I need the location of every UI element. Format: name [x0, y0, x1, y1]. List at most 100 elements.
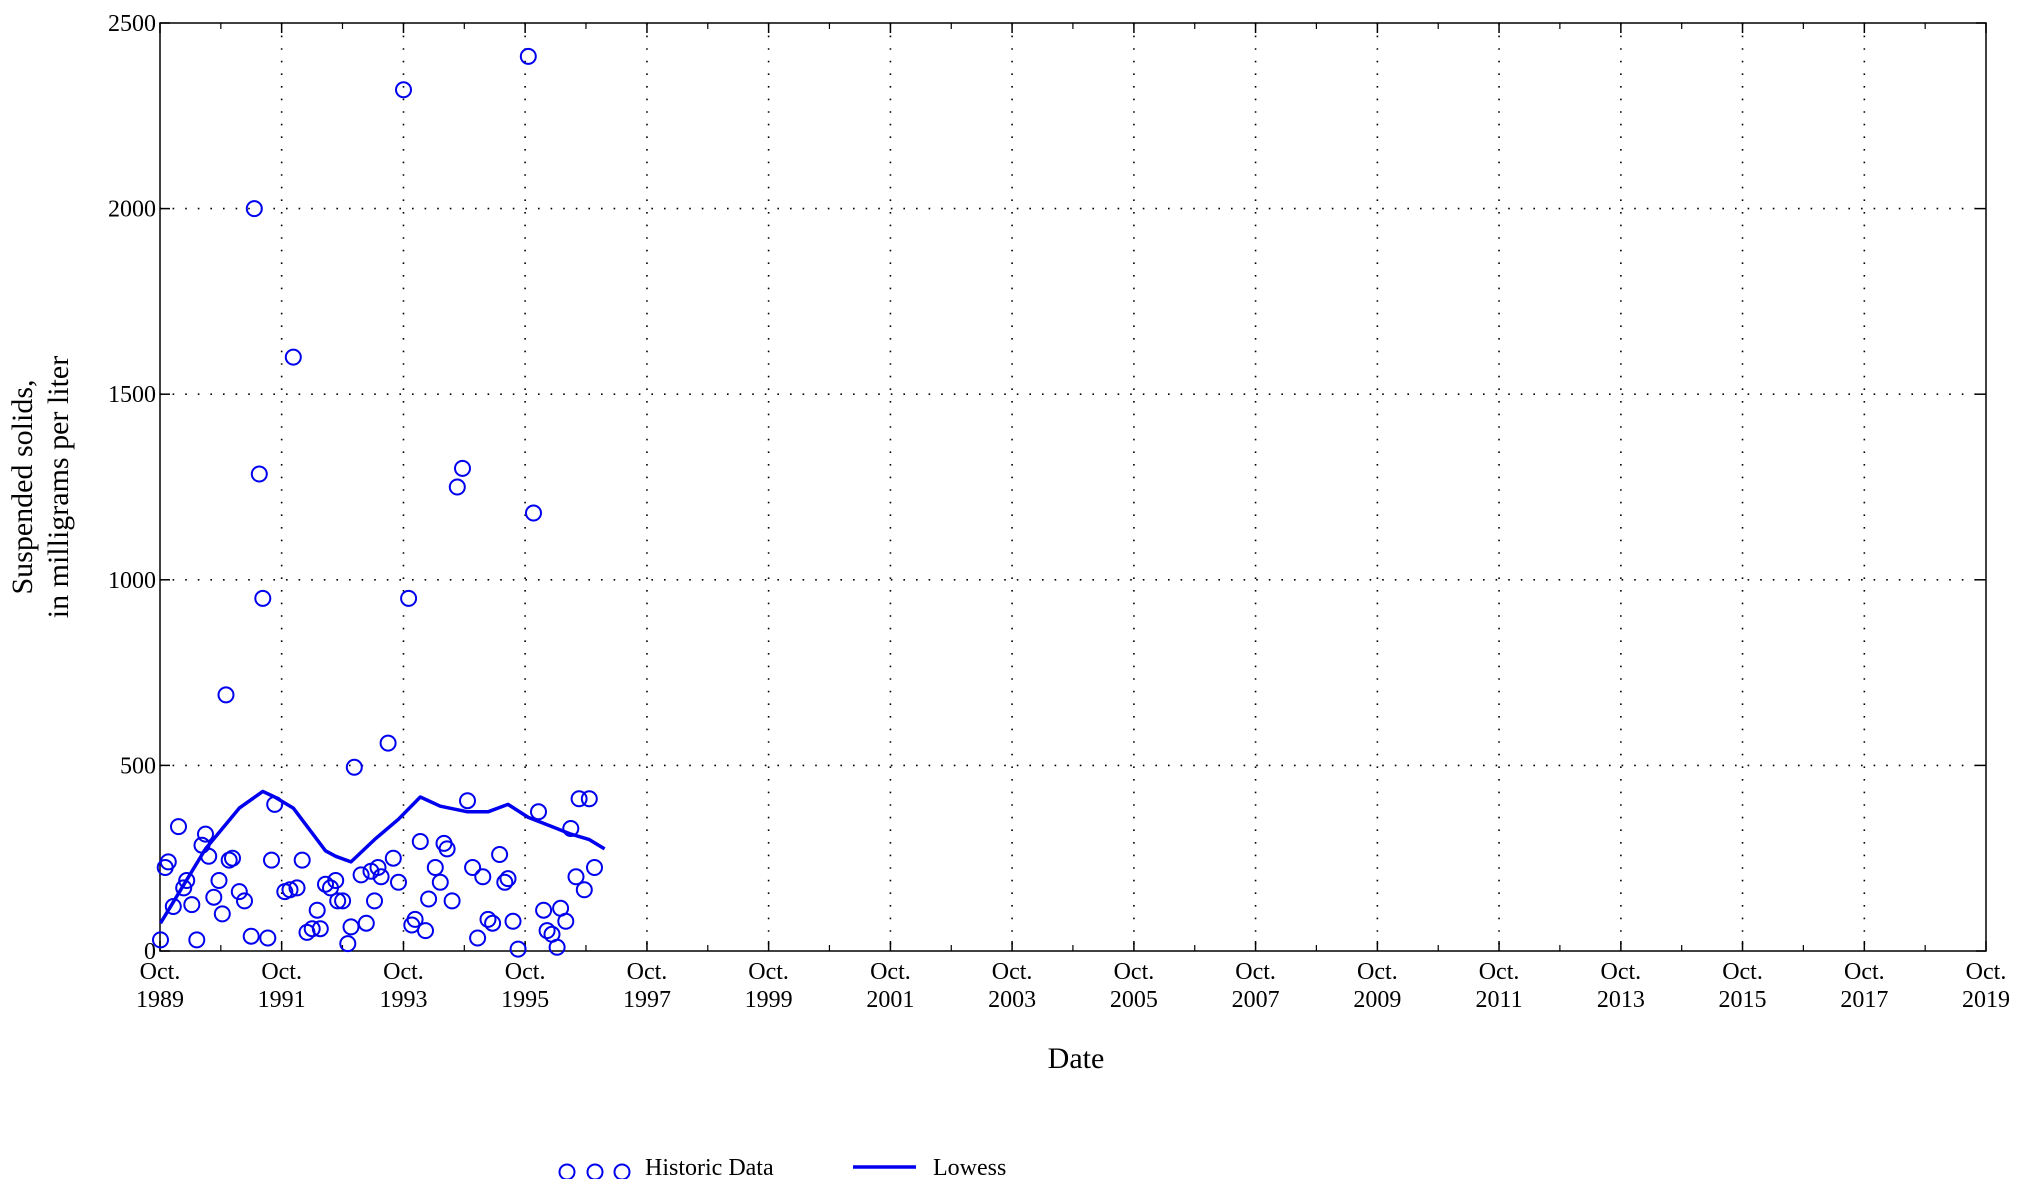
series	[152, 47, 606, 958]
data-point	[420, 890, 438, 908]
data-point	[213, 905, 231, 923]
data-point	[570, 790, 588, 808]
data-point	[242, 927, 260, 945]
x-tick-label-year: 2005	[1110, 987, 1158, 1013]
data-point	[406, 910, 424, 928]
x-tick-label-month: Oct.	[1114, 959, 1155, 985]
data-point	[431, 873, 449, 891]
x-tick-label-month: Oct.	[505, 959, 546, 985]
x-tick-label-month: Oct.	[1966, 959, 2007, 985]
x-tick-label-year: 1999	[745, 987, 793, 1013]
data-point	[538, 922, 556, 940]
data-point	[250, 465, 268, 483]
data-point	[372, 868, 390, 886]
y-tick-label: 500	[120, 753, 156, 779]
legend-marker	[558, 1163, 576, 1179]
data-point	[499, 870, 517, 888]
legend-item-historic-data: Historic Data	[558, 1155, 774, 1179]
data-point	[448, 478, 466, 496]
data-point	[525, 504, 542, 522]
x-axis-title: Date	[1048, 1042, 1105, 1075]
y-axis-title: Suspended solids, in milligrams per lite…	[6, 356, 75, 618]
x-tick-label-year: 2011	[1475, 987, 1522, 1013]
data-point	[311, 920, 329, 938]
data-point	[580, 790, 598, 808]
x-tick-label-month: Oct.	[627, 959, 668, 985]
data-point	[317, 875, 334, 893]
data-point	[400, 589, 418, 607]
data-point	[217, 686, 235, 704]
data-point	[469, 929, 487, 947]
x-tick-label-month: Oct.	[1357, 959, 1398, 985]
data-point	[327, 872, 345, 889]
data-point	[496, 873, 514, 891]
data-point	[303, 920, 321, 938]
plot-frame	[159, 22, 1987, 952]
x-tick-label-year: 1989	[136, 987, 184, 1013]
data-point	[411, 833, 429, 850]
legend-marker	[613, 1163, 631, 1179]
x-tick-label-month: Oct.	[1722, 959, 1763, 985]
x-tick-label-year: 1991	[258, 987, 306, 1013]
data-point	[178, 872, 196, 889]
data-point	[308, 901, 326, 919]
x-tick-label-year: 2015	[1719, 987, 1767, 1013]
legend: Historic Data Lowess	[558, 1155, 1006, 1179]
data-point	[357, 914, 375, 932]
data-point	[197, 825, 214, 843]
data-point	[188, 931, 206, 949]
data-point	[183, 896, 201, 914]
data-point	[210, 872, 228, 889]
data-point	[334, 892, 352, 910]
x-tick-label-year: 2007	[1232, 987, 1280, 1013]
data-point	[443, 892, 461, 910]
data-point	[491, 846, 509, 863]
x-tick-label-month: Oct.	[383, 959, 424, 985]
x-tick-label-month: Oct.	[1844, 959, 1885, 985]
y-tick-label: 2000	[108, 197, 156, 223]
data-point	[152, 931, 169, 949]
data-point	[220, 851, 238, 869]
y-tick-label: 2500	[108, 11, 156, 37]
data-point	[395, 81, 412, 99]
x-tick-label-month: Oct.	[748, 959, 789, 985]
data-point	[479, 910, 497, 928]
data-point	[567, 868, 585, 886]
x-tick-label-year: 2019	[1962, 987, 2010, 1013]
x-tick-label-year: 2017	[1840, 987, 1888, 1013]
data-point	[263, 851, 280, 869]
data-point	[170, 818, 187, 836]
data-point	[284, 348, 302, 366]
x-tick-label-year: 2013	[1597, 987, 1645, 1013]
grid	[160, 23, 1986, 951]
x-tick-label-year: 1997	[623, 987, 671, 1013]
data-point	[224, 849, 241, 867]
x-axis: Oct.1989Oct.1991Oct.1993Oct.1995Oct.1997…	[136, 23, 2010, 1013]
x-tick-label-month: Oct.	[1235, 959, 1276, 985]
data-point	[342, 918, 360, 936]
data-point	[329, 892, 347, 910]
x-tick-label-month: Oct.	[992, 959, 1033, 985]
x-tick-label-month: Oct.	[261, 959, 302, 985]
x-tick-label-year: 2001	[866, 987, 914, 1013]
data-point	[464, 859, 482, 876]
data-point	[474, 868, 492, 886]
data-point	[175, 879, 193, 897]
data-point	[426, 859, 444, 876]
data-point	[417, 922, 434, 940]
y-tick-label: 1500	[108, 382, 156, 408]
x-tick-label-month: Oct.	[1479, 959, 1520, 985]
data-point	[281, 881, 299, 899]
data-point	[345, 758, 363, 776]
x-tick-label-year: 1995	[501, 987, 549, 1013]
data-point	[504, 912, 522, 930]
data-point	[293, 851, 311, 869]
data-point	[379, 734, 397, 752]
data-point	[562, 820, 580, 837]
data-point	[459, 792, 476, 810]
data-point	[390, 873, 407, 891]
x-tick-label-year: 1993	[379, 987, 427, 1013]
lowess-line	[159, 789, 606, 925]
x-tick-label-month: Oct.	[140, 959, 181, 985]
